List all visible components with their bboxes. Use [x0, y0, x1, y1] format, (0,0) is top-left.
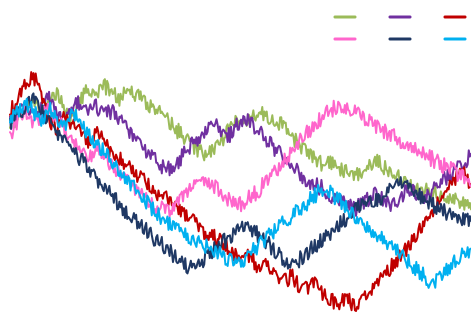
series-line-5 [9, 92, 471, 275]
series-line-4 [9, 99, 471, 218]
series-layer [9, 71, 471, 312]
legend [333, 15, 467, 41]
series-line-6 [9, 97, 471, 289]
series-line-2 [9, 90, 471, 217]
